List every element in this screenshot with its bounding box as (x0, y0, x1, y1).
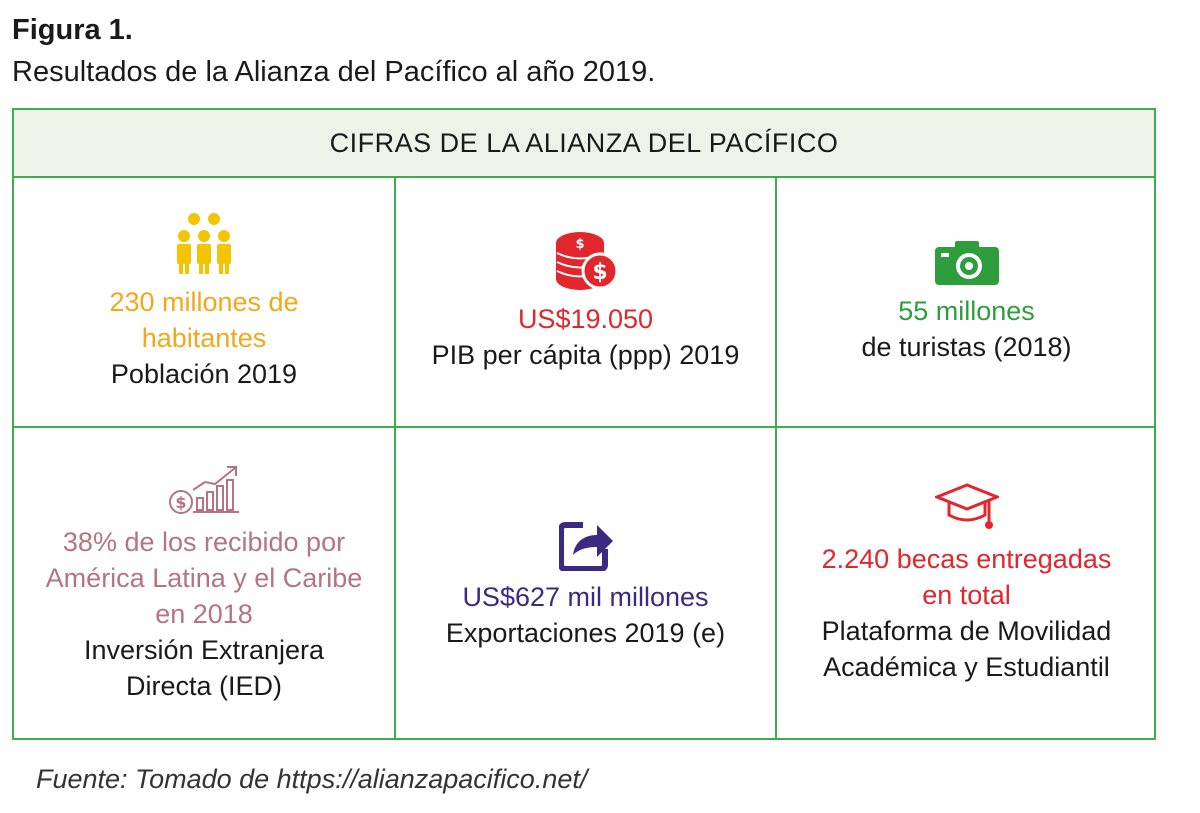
source-note: Fuente: Tomado de https://alianzapacific… (36, 764, 588, 794)
export-share-icon (558, 522, 613, 571)
panel-title: CIFRAS DE LA ALIANZA DEL PACÍFICO (14, 110, 1154, 178)
stat-description: Exportaciones 2019 (e) (445, 618, 726, 648)
grid-divider (14, 426, 1154, 428)
figures-panel: CIFRAS DE LA ALIANZA DEL PACÍFICO 230 mi… (12, 108, 1156, 740)
grid-divider (394, 176, 396, 738)
stat-value: 2.240 becas entregadas (821, 544, 1112, 574)
svg-text:$: $ (592, 260, 607, 285)
stat-cell-population: 230 millones de habitantes Población 201… (14, 178, 394, 426)
figure-label: Figura 1. (12, 14, 133, 46)
stat-value: en total (922, 580, 1011, 610)
stat-description: de turistas (2018) (861, 332, 1072, 362)
stat-cell-tourism: 55 millones de turistas (2018) (777, 178, 1156, 426)
stat-description: Inversión Extranjera (83, 635, 325, 665)
stat-value: US$627 mil millones (462, 582, 709, 612)
stat-value: US$19.050 (517, 304, 654, 334)
camera-icon (934, 241, 999, 285)
svg-text:$: $ (575, 237, 584, 252)
investment-chart-icon: $ (169, 466, 239, 514)
stat-value: América Latina y el Caribe (45, 563, 363, 593)
graduation-cap-icon (934, 483, 999, 529)
stat-value: habitantes (141, 323, 267, 353)
figure-caption: Resultados de la Alianza del Pacífico al… (12, 56, 656, 88)
stat-value: 55 millones (898, 296, 1035, 326)
grid-divider (775, 176, 777, 738)
stat-cell-scholarships: 2.240 becas entregadas en total Platafor… (777, 428, 1156, 740)
stat-value: 230 millones de (109, 287, 299, 317)
stat-description: Directa (IED) (125, 671, 282, 701)
stat-cell-investment: $ 38% de los recibido por América Latina… (14, 428, 394, 740)
stat-description: Plataforma de Movilidad (821, 616, 1112, 646)
stat-value: en 2018 (155, 599, 253, 629)
stat-cell-gdp: $ $ US$19.050 PIB per cápita (ppp) 2019 (396, 178, 775, 426)
svg-text:$: $ (175, 493, 186, 512)
stat-description: Población 2019 (110, 359, 298, 389)
stat-description: Académica y Estudiantil (823, 652, 1110, 682)
coins-dollar-icon: $ $ (555, 232, 618, 290)
stat-description: PIB per cápita (ppp) 2019 (431, 340, 740, 370)
stat-value: 38% de los recibido por (62, 527, 346, 557)
stat-cell-exports: US$627 mil millones Exportaciones 2019 (… (396, 428, 775, 740)
people-icon (177, 213, 231, 274)
